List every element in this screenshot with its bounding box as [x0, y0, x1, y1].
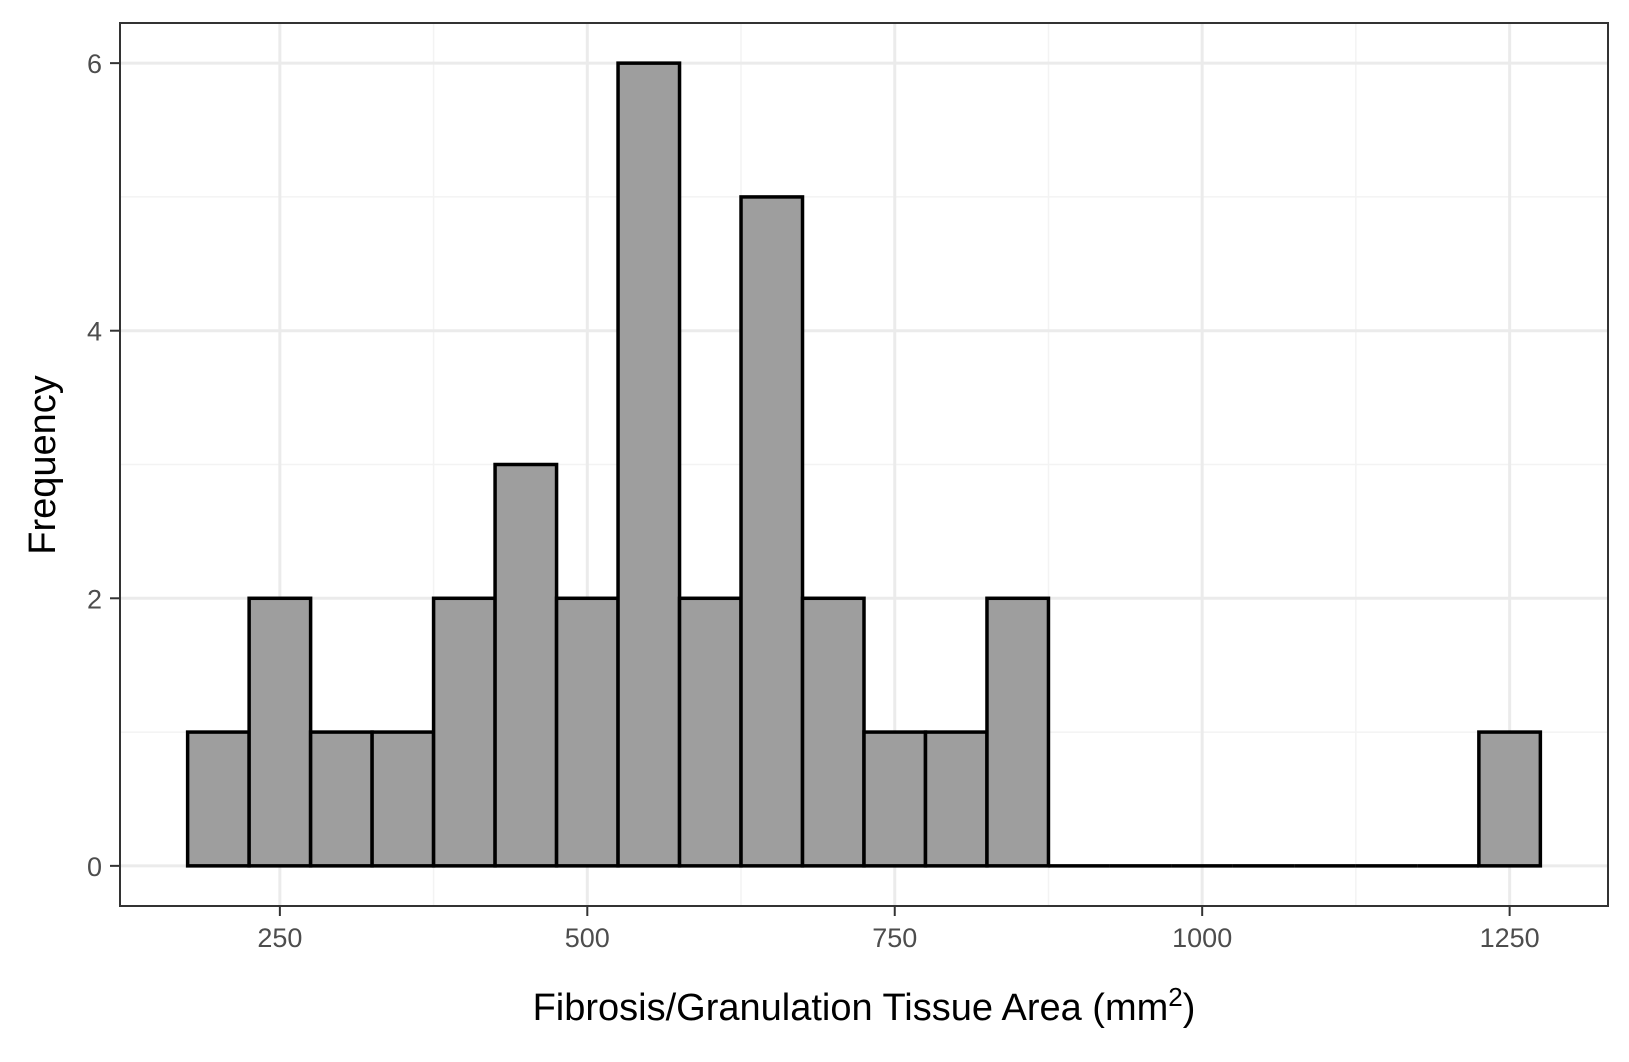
x-tick-label: 1250: [1480, 923, 1540, 953]
histogram-bar: [185, 730, 251, 868]
histogram-bar: [554, 596, 620, 868]
x-tick-label: 250: [257, 923, 302, 953]
x-axis-title: Fibrosis/Granulation Tissue Area (mm2): [533, 982, 1196, 1029]
histogram-bar: [1477, 730, 1543, 868]
y-tick-label: 2: [87, 584, 102, 614]
histogram-bar: [308, 730, 374, 868]
y-tick-label: 6: [87, 49, 102, 79]
histogram-bar: [247, 596, 313, 868]
x-tick-label: 750: [872, 923, 917, 953]
histogram-bars: [185, 61, 1543, 868]
histogram-bar: [616, 61, 682, 868]
y-axis-title: Frequency: [22, 375, 64, 555]
histogram-bar: [862, 730, 928, 868]
x-axis-title-superscript: 2: [1168, 982, 1182, 1012]
y-tick-label: 0: [87, 852, 102, 882]
x-axis-title-close: ): [1183, 987, 1196, 1029]
x-axis-title-main: Fibrosis/Granulation Tissue Area (mm: [533, 987, 1169, 1029]
histogram-bar: [493, 462, 559, 868]
x-tick-label: 1000: [1172, 923, 1232, 953]
histogram-bar: [431, 596, 497, 868]
histogram-bar: [923, 730, 989, 868]
histogram-bar: [739, 195, 805, 868]
axes: 250 500 750 1000 1250 0 2 4 6: [87, 49, 1540, 953]
histogram-bar: [985, 596, 1051, 868]
x-tick-label: 500: [565, 923, 610, 953]
panel-border: [119, 22, 1609, 907]
y-tick-label: 4: [87, 317, 102, 347]
histogram-bar: [800, 596, 866, 868]
histogram-bar: [370, 730, 436, 868]
histogram-bar: [677, 596, 743, 868]
